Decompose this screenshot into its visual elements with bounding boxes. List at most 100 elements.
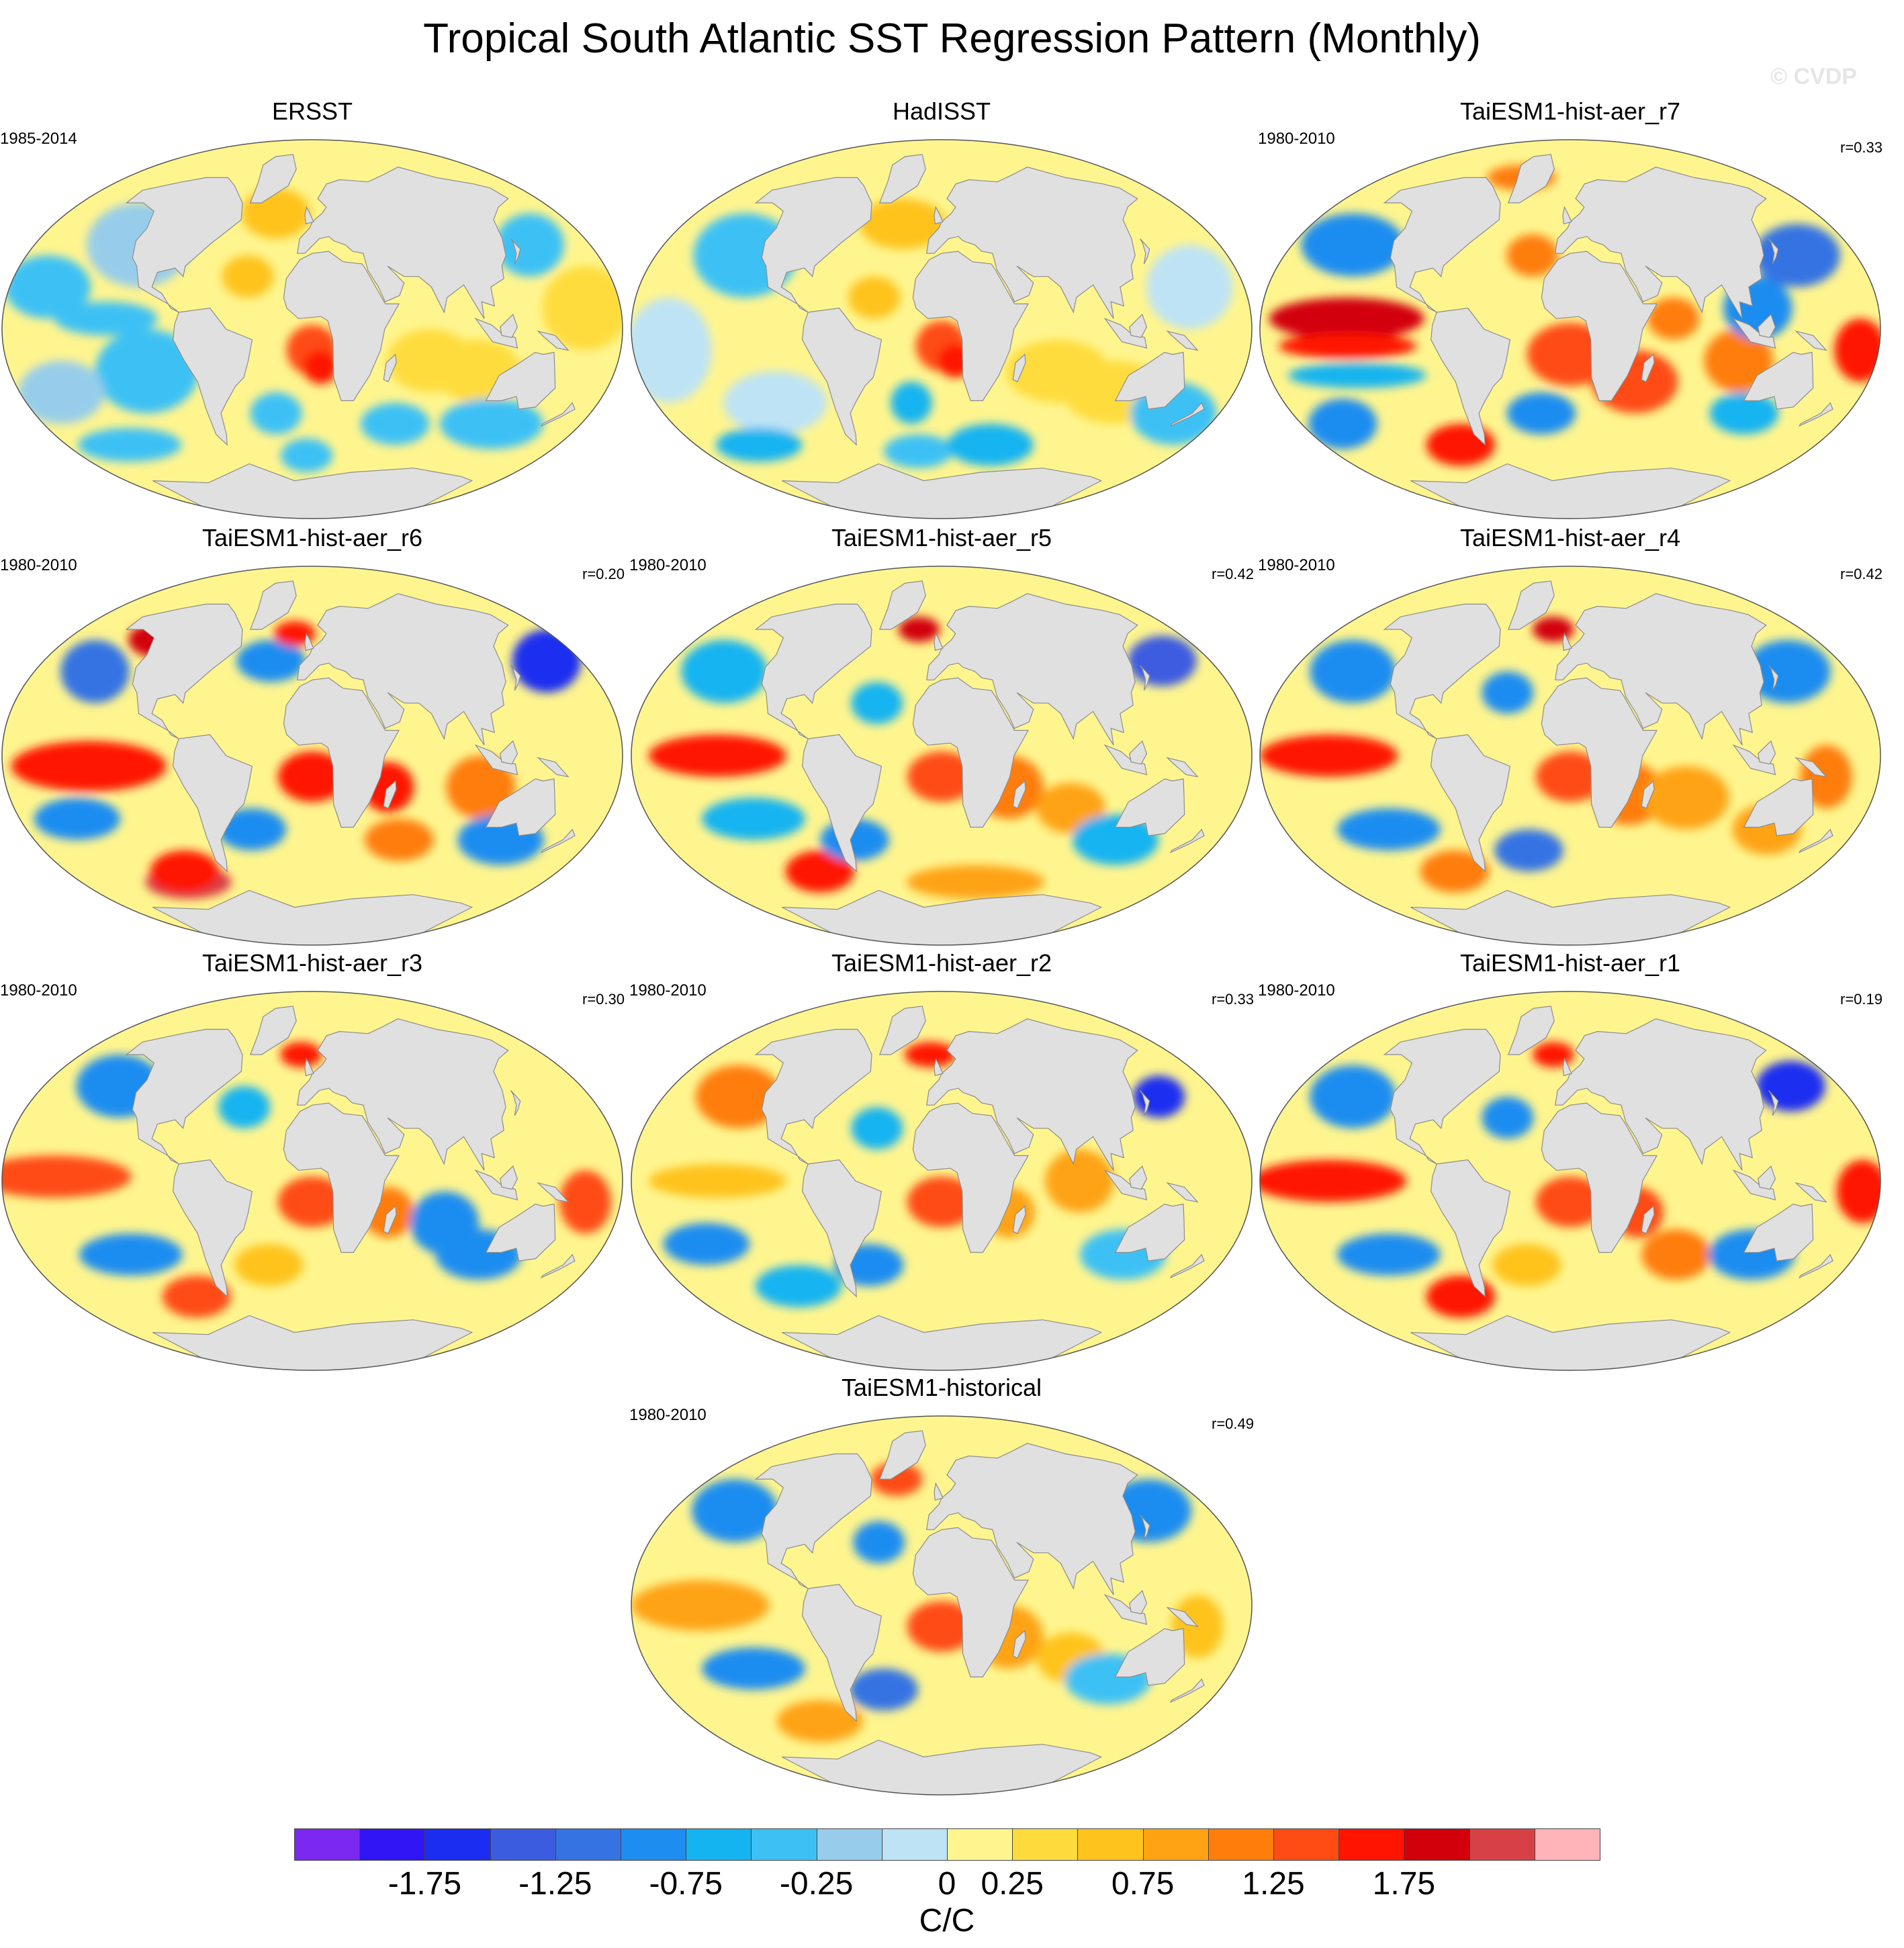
land-namerica — [754, 1028, 872, 1165]
land-samerica — [801, 734, 882, 873]
land-greenland — [878, 154, 926, 204]
panel-years: 1985-2014 — [0, 130, 77, 148]
sst-anomaly-blob — [1336, 808, 1441, 850]
land-namerica — [754, 603, 872, 740]
map-outline — [1259, 566, 1881, 946]
land-eurasia — [1554, 1018, 1767, 1171]
land-namerica — [754, 177, 872, 313]
land-japan — [1768, 664, 1779, 691]
map-outline — [631, 566, 1253, 946]
world-map — [631, 1415, 1253, 1796]
sst-anomaly-blob — [1641, 1229, 1711, 1280]
panel-hist-aer-r6: TaiESM1-hist-aer_r6 1980-2010 r=0.20 — [0, 524, 625, 947]
map-outline — [631, 991, 1253, 1371]
sst-anomaly-blob — [848, 276, 901, 319]
land-africa — [912, 251, 1030, 402]
land-indonesia — [1732, 1169, 1776, 1201]
sst-anomaly-blob — [1494, 829, 1563, 872]
colorbar-swatch — [294, 1828, 361, 1861]
land-nz — [540, 402, 576, 427]
world-map — [1, 991, 623, 1371]
land-nz — [1169, 1253, 1205, 1279]
sst-anomaly-blob — [1072, 814, 1159, 865]
land-nz — [1798, 1253, 1833, 1279]
land-samerica — [1430, 308, 1511, 446]
sst-anomaly-blob — [695, 1065, 782, 1128]
sst-anomaly-blob — [446, 756, 516, 819]
land-africa — [912, 1527, 1030, 1678]
colorbar-tick-label: 0.75 — [1111, 1866, 1175, 1902]
sst-anomaly-blob — [691, 1479, 778, 1542]
world-map — [1259, 139, 1881, 519]
land-uk — [934, 1482, 944, 1501]
land-madagascar — [1012, 780, 1026, 809]
panel-years: 1980-2010 — [0, 981, 77, 1000]
sst-anomaly-blob — [1834, 318, 1880, 382]
map-outline — [1259, 139, 1881, 519]
sst-anomaly-blob — [439, 398, 543, 449]
sst-anomaly-blob — [365, 819, 434, 861]
land-australia — [1114, 1203, 1185, 1261]
panel-hadisst: HadISST — [629, 97, 1254, 521]
sst-anomaly-blob — [1482, 671, 1534, 714]
land-indonesia — [1732, 317, 1776, 349]
land-greenland — [249, 580, 297, 630]
land-samerica — [172, 1159, 253, 1298]
sst-anomaly-blob — [702, 797, 805, 840]
land-nz — [1798, 828, 1833, 854]
land-uk — [1562, 206, 1572, 225]
sst-anomaly-blob — [4, 255, 91, 319]
land-eurasia — [925, 1018, 1138, 1171]
land-japan — [1139, 1514, 1150, 1541]
panel-years: 1980-2010 — [1258, 130, 1335, 148]
sst-anomaly-blob — [1836, 1159, 1880, 1223]
sst-anomaly-blob — [755, 1265, 842, 1307]
land-eurasia — [296, 593, 509, 746]
map-contents — [1260, 991, 1880, 1370]
land-eurasia — [1554, 593, 1767, 746]
colorbar-swatch — [1077, 1828, 1144, 1861]
map-contents — [631, 140, 1252, 519]
panel-correlation: r=0.19 — [1840, 991, 1883, 1008]
sst-anomaly-blob — [277, 1176, 347, 1227]
land-newguinea — [537, 330, 570, 351]
map-contents — [2, 140, 623, 519]
land-greenland — [249, 1006, 297, 1055]
sst-anomaly-blob — [1420, 850, 1490, 893]
land-antarctica — [1410, 889, 1731, 945]
panel-hist-aer-r3: TaiESM1-hist-aer_r3 1980-2010 r=0.30 — [0, 949, 625, 1372]
colorbar-swatch — [1142, 1828, 1209, 1861]
panel-title: TaiESM1-hist-aer_r2 — [831, 949, 1052, 977]
sst-anomaly-blob — [1269, 298, 1424, 340]
panel-years: 1980-2010 — [1258, 981, 1335, 1000]
colorbar-tick-label: -1.75 — [388, 1866, 462, 1902]
map-contents — [1260, 140, 1880, 519]
sst-anomaly-blob — [716, 428, 803, 462]
sst-anomaly-blob — [79, 1233, 183, 1276]
sst-anomaly-blob — [1301, 213, 1405, 277]
world-map — [1259, 566, 1881, 946]
land-greenland — [878, 1006, 926, 1055]
sst-anomaly-blob — [1704, 329, 1774, 392]
panel-hist-aer-r1: TaiESM1-hist-aer_r1 1980-2010 r=0.19 — [1258, 949, 1883, 1372]
land-indonesia — [474, 744, 518, 776]
colorbar-swatch — [1469, 1828, 1535, 1861]
land-borneo — [500, 740, 518, 765]
panel-title: HadISST — [892, 97, 991, 125]
sst-anomaly-blob — [648, 1163, 786, 1198]
sst-anomaly-blob — [904, 1042, 956, 1067]
panel-historical: TaiESM1-historical 1980-2010 r=0.49 — [629, 1374, 1254, 1797]
land-madagascar — [1012, 353, 1026, 383]
land-greenland — [1507, 1006, 1555, 1055]
land-antarctica — [782, 1315, 1103, 1370]
world-map — [1259, 991, 1881, 1371]
sst-anomaly-blob — [906, 865, 1044, 899]
map-outline — [631, 139, 1253, 519]
land-greenland — [1507, 580, 1555, 630]
sst-anomaly-blob — [891, 382, 932, 424]
panel-correlation: r=0.20 — [582, 566, 625, 582]
land-borneo — [500, 1165, 518, 1190]
land-borneo — [500, 314, 518, 339]
panel-years: 1980-2010 — [629, 556, 707, 574]
panel-years: 1980-2010 — [629, 1406, 707, 1424]
